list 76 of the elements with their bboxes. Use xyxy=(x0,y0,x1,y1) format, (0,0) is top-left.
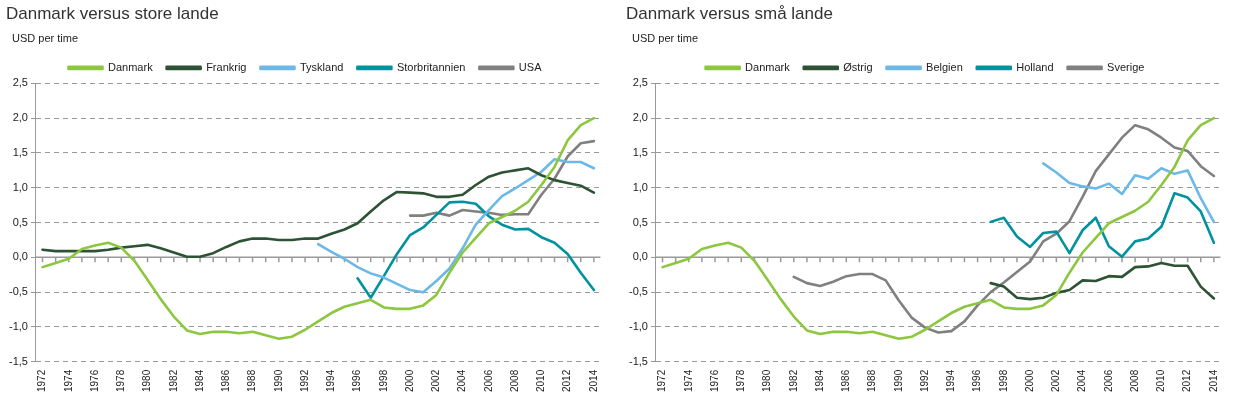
x-tick-label: 2006 xyxy=(1102,369,1114,392)
y-tick-label: -1,5 xyxy=(628,354,648,367)
x-tick-label: 1988 xyxy=(246,369,258,392)
x-tick-label: 1986 xyxy=(840,369,852,392)
x-tick-label: 2004 xyxy=(456,369,468,392)
x-tick-label: 1980 xyxy=(141,369,153,392)
x-tick-label: 2012 xyxy=(561,369,573,392)
y-axis-title: USD per time xyxy=(12,32,79,45)
y-tick-label: -0,5 xyxy=(628,285,648,298)
chart-title: Danmark versus store lande xyxy=(6,3,219,23)
y-tick-label: 0,0 xyxy=(632,250,648,263)
x-tick-label: 2004 xyxy=(1076,369,1088,392)
y-tick-label: 0,5 xyxy=(12,215,28,228)
x-tick-label: 1990 xyxy=(892,369,904,392)
legend-label: Frankrig xyxy=(206,60,247,73)
legend-label: Storbritannien xyxy=(396,60,466,73)
x-tick-label: 1984 xyxy=(193,369,205,392)
legend-label: Danmark xyxy=(108,60,154,73)
y-tick-label: 0,5 xyxy=(632,215,648,228)
x-tick-label: 1978 xyxy=(115,369,127,392)
y-tick-label: 2,5 xyxy=(12,76,28,89)
x-tick-label: 2002 xyxy=(1050,369,1062,392)
y-tick-label: 1,5 xyxy=(12,146,28,159)
legend-label: Østrig xyxy=(843,60,873,73)
x-tick-label: 1980 xyxy=(761,369,773,392)
y-tick-label: -1,0 xyxy=(628,319,648,332)
x-tick-label: 2002 xyxy=(430,369,442,392)
x-tick-label: 1996 xyxy=(971,369,983,392)
x-tick-label: 1982 xyxy=(787,369,799,392)
x-tick-label: 1982 xyxy=(167,369,179,392)
x-tick-label: 1978 xyxy=(735,369,747,392)
x-tick-label: 1994 xyxy=(325,369,337,392)
y-tick-label: 2,0 xyxy=(632,111,648,124)
x-tick-label: 1998 xyxy=(377,369,389,392)
x-tick-label: 2014 xyxy=(587,369,599,392)
x-tick-label: 1988 xyxy=(866,369,878,392)
x-tick-label: 1998 xyxy=(997,369,1009,392)
y-tick-label: 2,5 xyxy=(632,76,648,89)
x-tick-label: 2010 xyxy=(535,369,547,392)
x-tick-label: 2010 xyxy=(1155,369,1167,392)
x-tick-label: 1972 xyxy=(656,369,668,392)
x-tick-label: 1992 xyxy=(918,369,930,392)
x-tick-label: 2012 xyxy=(1181,369,1193,392)
x-tick-label: 2008 xyxy=(1128,369,1140,392)
x-tick-label: 1974 xyxy=(62,369,74,392)
y-tick-label: 1,0 xyxy=(12,180,28,193)
x-tick-label: 1990 xyxy=(272,369,284,392)
x-tick-label: 1976 xyxy=(88,369,100,392)
x-tick-label: 1972 xyxy=(36,369,48,392)
y-tick-label: -1,0 xyxy=(8,319,28,332)
x-tick-label: 1974 xyxy=(682,369,694,392)
x-tick-label: 1986 xyxy=(220,369,232,392)
x-tick-label: 2000 xyxy=(403,369,415,392)
legend-label: Danmark xyxy=(745,60,791,73)
legend-label: Belgien xyxy=(926,60,963,73)
x-tick-label: 2006 xyxy=(482,369,494,392)
x-tick-label: 2000 xyxy=(1023,369,1035,392)
y-tick-label: 1,5 xyxy=(632,146,648,159)
y-tick-label: -1,5 xyxy=(8,354,28,367)
x-tick-label: 1996 xyxy=(351,369,363,392)
x-tick-label: 1992 xyxy=(298,369,310,392)
x-tick-label: 1984 xyxy=(813,369,825,392)
y-axis-title: USD per time xyxy=(632,32,699,45)
legend-label: Sverige xyxy=(1107,60,1145,73)
chart-title: Danmark versus små lande xyxy=(626,3,833,23)
legend-label: Holland xyxy=(1016,60,1054,73)
y-tick-label: 1,0 xyxy=(632,180,648,193)
legend-label: USA xyxy=(518,60,543,73)
x-tick-label: 1994 xyxy=(945,369,957,392)
x-tick-label: 1976 xyxy=(708,369,720,392)
y-tick-label: -0,5 xyxy=(8,285,28,298)
y-tick-label: 0,0 xyxy=(12,250,28,263)
x-tick-label: 2008 xyxy=(508,369,520,392)
y-tick-label: 2,0 xyxy=(12,111,28,124)
x-tick-label: 2014 xyxy=(1207,369,1219,392)
legend-label: Tyskland xyxy=(299,60,344,73)
